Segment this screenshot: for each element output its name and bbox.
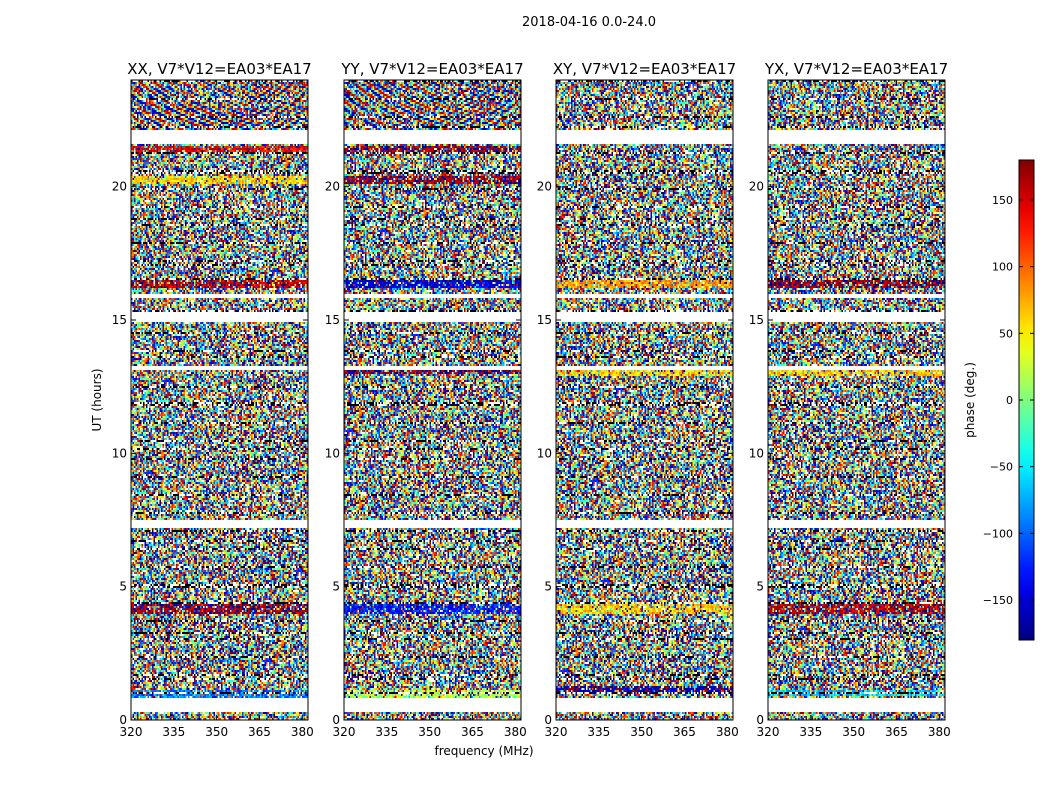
colorbar: 150 100 50 0 −50 −100 −150	[983, 159, 1035, 641]
panel-4: YX, V7*V12=EA03*EA17 320 335 350 365 380 0 5 10 1…	[749, 60, 951, 739]
y-tick-label: 5	[756, 580, 764, 594]
figure-suptitle: 2018-04-16 0.0-24.0	[522, 15, 656, 30]
x-tick-label: 350	[205, 725, 228, 739]
y-tick-label: 20	[749, 180, 764, 194]
y-tick-label: 10	[537, 446, 552, 460]
x-tick-label: 335	[799, 725, 822, 739]
y-tick-label: 15	[537, 313, 552, 327]
y-axis-label: UT (hours)	[90, 368, 104, 431]
x-tick-label: 320	[333, 725, 356, 739]
axes-frame	[767, 79, 946, 721]
colorbar-tick-label: 150	[992, 194, 1013, 207]
x-tick-label: 350	[630, 725, 653, 739]
y-tick-label: 15	[112, 313, 127, 327]
x-tick-label: 380	[716, 725, 739, 739]
y-tick-label: 10	[325, 446, 340, 460]
colorbar-tick-label: 50	[999, 327, 1013, 340]
x-tick-label: 335	[375, 725, 398, 739]
x-axis-label: frequency (MHz)	[434, 744, 533, 758]
y-tick-label: 5	[119, 580, 127, 594]
x-tick-label: 320	[120, 725, 143, 739]
colorbar-label: phase (deg.)	[963, 362, 977, 438]
panel-title: XX, V7*V12=EA03*EA17	[127, 60, 311, 78]
x-tick-label: 365	[248, 725, 271, 739]
panel-3: XY, V7*V12=EA03*EA17 320 335 350 365 380 0 5 10 1…	[537, 60, 739, 739]
x-tick-label: 335	[587, 725, 610, 739]
axes-frame	[555, 79, 734, 721]
x-tick-label: 365	[673, 725, 696, 739]
panel-title: YX, V7*V12=EA03*EA17	[764, 60, 948, 78]
x-tick-label: 380	[291, 725, 314, 739]
x-tick-label: 350	[842, 725, 865, 739]
heatmap-image	[344, 80, 521, 720]
y-tick-label: 5	[332, 580, 340, 594]
colorbar-tick-label: −100	[983, 527, 1013, 540]
axes-frame	[130, 79, 309, 721]
panel-title: XY, V7*V12=EA03*EA17	[553, 60, 736, 78]
heatmap-image	[768, 80, 945, 720]
panels: XX, V7*V12=EA03*EA17 320 335 350 365 380 0 5 10 1…	[112, 60, 951, 739]
colorbar-tick-label: −150	[983, 594, 1013, 607]
y-tick-label: 0	[756, 713, 764, 727]
panel-title: YY, V7*V12=EA03*EA17	[340, 60, 523, 78]
x-tick-label: 380	[928, 725, 951, 739]
colorbar-tick-label: 100	[992, 261, 1013, 274]
y-tick-label: 15	[749, 313, 764, 327]
y-tick-label: 10	[749, 446, 764, 460]
colorbar-tick-label: −50	[990, 461, 1013, 474]
y-tick-label: 0	[332, 713, 340, 727]
y-tick-label: 10	[112, 446, 127, 460]
axes-frame	[343, 79, 522, 721]
x-tick-label: 335	[162, 725, 185, 739]
x-tick-label: 320	[757, 725, 780, 739]
y-tick-label: 15	[325, 313, 340, 327]
y-tick-label: 0	[544, 713, 552, 727]
heatmap-image	[131, 80, 308, 720]
panel-1: XX, V7*V12=EA03*EA17 320 335 350 365 380 0 5 10 1…	[112, 60, 314, 739]
x-tick-label: 350	[418, 725, 441, 739]
x-tick-label: 365	[461, 725, 484, 739]
x-tick-label: 380	[504, 725, 527, 739]
y-tick-label: 20	[537, 180, 552, 194]
x-tick-label: 365	[885, 725, 908, 739]
y-tick-label: 0	[119, 713, 127, 727]
y-tick-label: 20	[112, 180, 127, 194]
heatmap-image	[556, 80, 733, 720]
panel-2: YY, V7*V12=EA03*EA17 320 335 350 365 380 0 5 10 1…	[325, 60, 527, 739]
y-tick-label: 5	[544, 580, 552, 594]
y-tick-label: 20	[325, 180, 340, 194]
x-tick-label: 320	[545, 725, 568, 739]
colorbar-tick-label: 0	[1006, 394, 1013, 407]
